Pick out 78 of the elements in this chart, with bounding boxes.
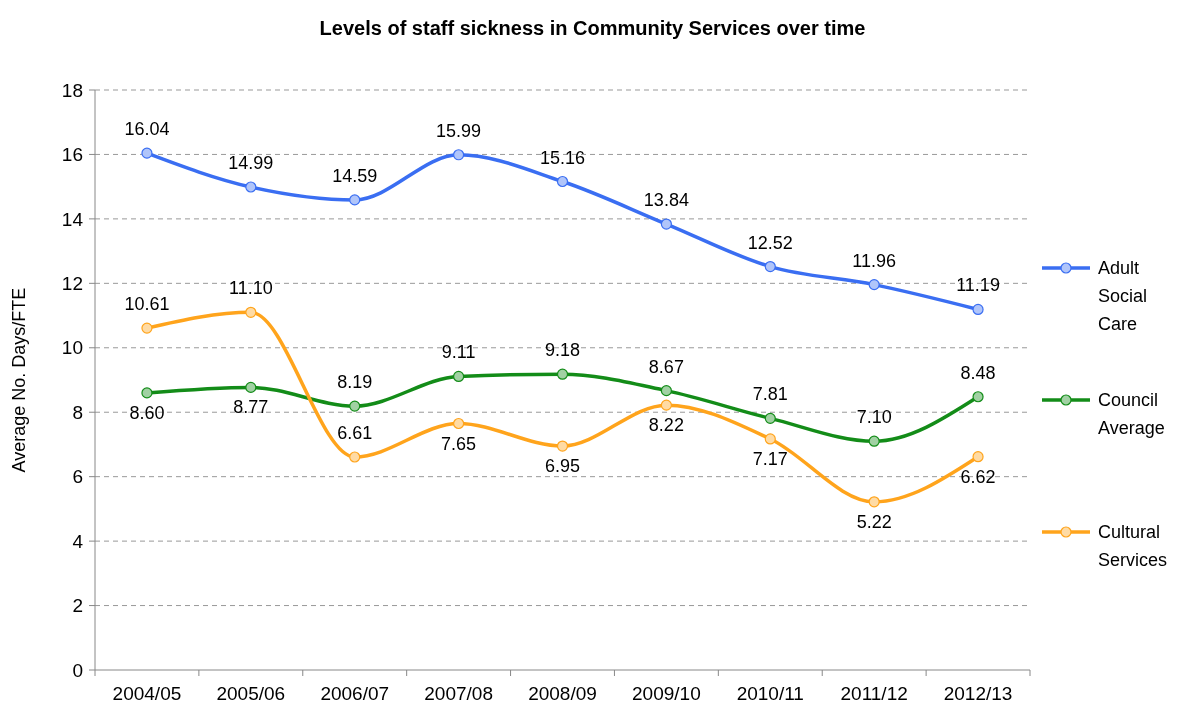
chart-title: Levels of staff sickness in Community Services over time xyxy=(319,17,866,39)
point xyxy=(245,181,257,193)
point xyxy=(556,440,569,452)
y-tick-label: 14 xyxy=(61,208,84,230)
data-label: 16.04 xyxy=(124,119,170,140)
data-label: 8.77 xyxy=(233,397,269,418)
x-tick-label: 2008/09 xyxy=(528,683,597,704)
y-tick-label: 6 xyxy=(72,466,83,488)
data-label: 5.22 xyxy=(856,511,892,532)
point xyxy=(141,387,153,399)
data-label: 7.65 xyxy=(441,433,477,454)
legend-label: Adult Social Care xyxy=(1098,258,1148,335)
data-label: 11.10 xyxy=(228,278,273,299)
y-tick-label: 10 xyxy=(61,337,83,359)
point xyxy=(453,417,465,430)
y-axis-title: Average No. Days/FTE xyxy=(9,287,29,473)
y-tick-label: 18 xyxy=(61,79,83,101)
point xyxy=(141,147,153,159)
data-label: 6.61 xyxy=(337,423,373,444)
x-tick-label: 2004/05 xyxy=(112,683,182,704)
data-label: 7.81 xyxy=(752,384,788,405)
x-tick-label: 2006/07 xyxy=(320,683,390,704)
data-label: 7.17 xyxy=(752,448,788,469)
data-label: 8.67 xyxy=(648,356,684,377)
x-tick-label: 2010/11 xyxy=(736,683,804,704)
point xyxy=(453,370,465,383)
point xyxy=(660,218,672,230)
legend-label: Cultural Services xyxy=(1098,522,1168,571)
point xyxy=(868,435,880,447)
point xyxy=(868,279,880,291)
point xyxy=(556,368,569,380)
y-tick-label: 2 xyxy=(72,595,83,617)
point xyxy=(764,412,776,424)
point xyxy=(349,400,361,412)
point xyxy=(972,391,984,403)
x-tick-label: 2011/12 xyxy=(840,683,908,704)
data-label: 6.95 xyxy=(544,456,581,477)
x-tick-label: 2012/13 xyxy=(943,683,1013,704)
point xyxy=(764,260,776,273)
y-tick-label: 16 xyxy=(61,144,83,166)
y-tick-label: 12 xyxy=(61,272,83,294)
data-label: 11.96 xyxy=(852,250,897,271)
data-label: 15.99 xyxy=(436,120,482,141)
data-label: 7.10 xyxy=(856,407,892,428)
data-label: 8.19 xyxy=(337,372,373,393)
point xyxy=(349,194,361,206)
point xyxy=(453,149,465,161)
x-tick-label: 2005/06 xyxy=(216,683,286,704)
legend-label: Council Average xyxy=(1098,390,1165,439)
data-label: 12.52 xyxy=(747,232,793,253)
point xyxy=(972,451,984,463)
point xyxy=(245,381,257,394)
point xyxy=(868,496,880,508)
data-label: 15.16 xyxy=(539,147,586,168)
data-label: 14.99 xyxy=(228,152,274,173)
data-label: 9.18 xyxy=(544,340,581,361)
y-tick-label: 8 xyxy=(72,401,83,423)
point xyxy=(141,322,153,334)
point xyxy=(556,175,569,188)
y-tick-label: 0 xyxy=(72,659,83,681)
data-label: 9.11 xyxy=(441,342,476,363)
x-tick-label: 2007/08 xyxy=(424,683,493,704)
point xyxy=(349,451,361,463)
x-tick-label: 2009/10 xyxy=(632,683,701,704)
point xyxy=(660,385,672,397)
data-label: 13.84 xyxy=(643,190,689,211)
data-label: 8.48 xyxy=(960,362,996,383)
point xyxy=(764,433,776,445)
data-label: 8.60 xyxy=(129,402,165,423)
data-label: 8.22 xyxy=(648,415,684,436)
point xyxy=(972,303,984,316)
point xyxy=(660,399,672,411)
data-label: 11.19 xyxy=(956,275,1000,296)
point xyxy=(245,306,257,318)
data-label: 10.61 xyxy=(124,294,170,315)
data-label: 6.62 xyxy=(960,466,996,487)
y-tick-label: 4 xyxy=(72,530,84,552)
data-label: 14.59 xyxy=(332,165,378,186)
